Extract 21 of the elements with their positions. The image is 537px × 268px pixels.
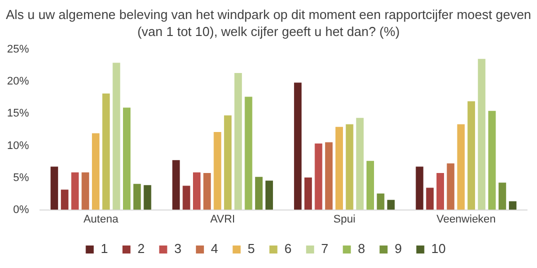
legend-label: 4 bbox=[210, 241, 218, 256]
chart-title: Als u uw algemene beleving van het windpark op dit moment een rapportcijfer moest geven (van 1 tot 10), welk cijfer geeft u het dan? (%) bbox=[4, 6, 532, 40]
legend-label: 2 bbox=[137, 241, 145, 256]
y-tick-label: 10% bbox=[6, 140, 30, 152]
x-tick-label: Veenwieken bbox=[436, 213, 496, 226]
legend-label: 5 bbox=[248, 241, 255, 256]
x-tick-label: Spui bbox=[333, 213, 356, 226]
legend-label: 9 bbox=[394, 241, 402, 256]
y-tick-label: 20% bbox=[6, 76, 30, 88]
y-tick-label: 5% bbox=[13, 172, 30, 184]
x-tick-label: AVRI bbox=[210, 213, 236, 226]
legend-label: 6 bbox=[284, 241, 292, 256]
x-tick-label: Autena bbox=[83, 213, 120, 226]
legend-label: 8 bbox=[358, 241, 366, 256]
legend-label: 10 bbox=[431, 241, 446, 256]
y-tick-label: 25% bbox=[6, 44, 30, 56]
y-tick-label: 0% bbox=[13, 204, 30, 216]
y-tick-label: 15% bbox=[6, 108, 30, 120]
legend-label: 7 bbox=[321, 241, 328, 256]
legend-label: 3 bbox=[174, 241, 182, 256]
legend-label: 1 bbox=[100, 241, 108, 256]
